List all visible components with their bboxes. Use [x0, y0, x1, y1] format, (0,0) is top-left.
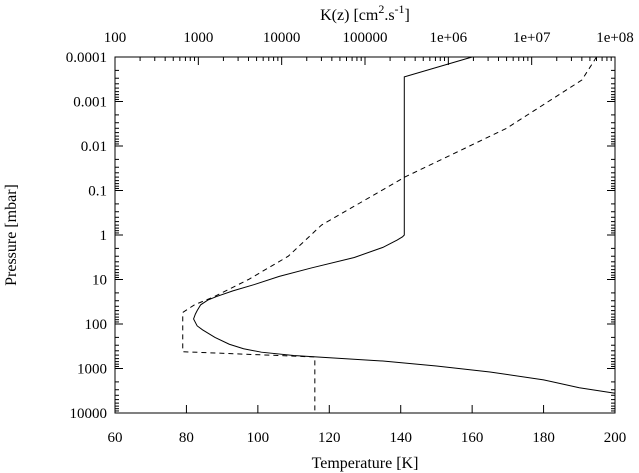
x-top-tick-label: 10000	[263, 30, 301, 46]
y-tick-label: 0.01	[81, 139, 107, 155]
y-tick-label: 0.001	[73, 95, 107, 111]
x-top-label-sup2: -1	[395, 2, 405, 16]
x-axis-label-top: K(z) [cm2.s-1]	[320, 2, 410, 24]
series-group	[182, 56, 616, 413]
y-tick-label: 0.0001	[66, 50, 107, 66]
x-bottom-tick-label: 60	[108, 430, 123, 446]
x-top-tick-label: 1e+06	[430, 30, 468, 46]
series-line-solid	[193, 56, 616, 394]
x-top-label-mid: .s	[384, 7, 394, 24]
x-top-label-prefix: K(z) [cm	[320, 7, 379, 24]
y-tick-label: 10	[92, 273, 107, 289]
x-bottom-tick-label: 160	[461, 430, 484, 446]
x-axis-label-bottom: Temperature [K]	[312, 455, 419, 472]
y-tick-label: 1000	[77, 362, 107, 378]
x-top-label-suffix: ]	[405, 7, 410, 24]
x-top-tick-label: 1e+07	[513, 30, 551, 46]
x-top-tick-label: 100	[104, 30, 127, 46]
x-top-label-sup1: 2	[378, 2, 384, 16]
x-top-tick-label: 100000	[343, 30, 388, 46]
x-top-tick-label: 1000	[183, 30, 213, 46]
ticks	[114, 56, 616, 414]
y-tick-label: 1	[100, 228, 108, 244]
x-bottom-tick-label: 140	[389, 430, 412, 446]
x-bottom-tick-label: 180	[532, 430, 555, 446]
x-bottom-tick-label: 100	[247, 430, 270, 446]
x-bottom-tick-label: 80	[179, 430, 194, 446]
x-top-tick-label: 1e+08	[596, 30, 634, 46]
y-tick-label: 0.1	[88, 184, 107, 200]
x-bottom-tick-label: 120	[318, 430, 341, 446]
y-tick-label: 10000	[70, 406, 108, 422]
y-tick-label: 100	[85, 317, 108, 333]
y-axis-label: Pressure [mbar]	[3, 184, 20, 286]
series-line-dashed	[182, 56, 597, 413]
x-bottom-tick-label: 200	[604, 430, 627, 446]
